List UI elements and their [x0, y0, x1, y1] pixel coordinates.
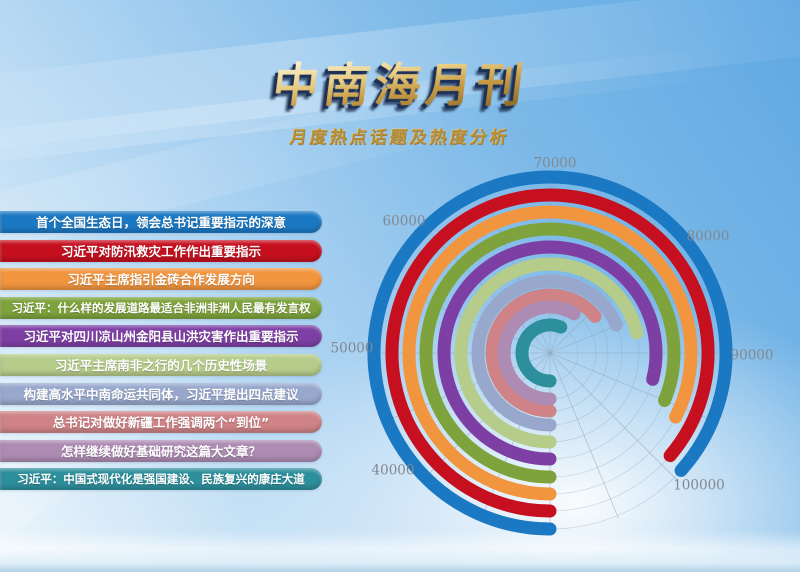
- topic-label: 总书记对做好新疆工作强调两个“到位”: [52, 415, 270, 431]
- topic-label: 怎样继续做好基础研究这篇大文章？: [60, 443, 261, 459]
- page-title: 中南海月刊: [269, 58, 531, 112]
- topic-label: 构建高水平中南命运共同体，习近平提出四点建议: [23, 386, 299, 402]
- topic-label: 习近平：中国式现代化是强国建设、民族复兴的康庄大道: [17, 472, 305, 487]
- topic-bar: 首个全国生态日，领会总书记重要指示的深意: [0, 211, 322, 233]
- topic-bar: 总书记对做好新疆工作强调两个“到位”: [0, 411, 322, 434]
- topic-bar: 习近平对四川凉山州金阳县山洪灾害作出重要指示: [0, 325, 322, 348]
- topic-bar: 习近平主席指引金砖合作发展方向: [0, 268, 322, 291]
- topic-label: 习近平对四川凉山州金阳县山洪灾害作出重要指示: [23, 329, 299, 345]
- topic-bar: 习近平：什么样的发展道路最适合非洲非洲人民最有发言权: [0, 296, 322, 319]
- topic-bar: 怎样继续做好基础研究这篇大文章？: [0, 439, 322, 462]
- topic-label: 习近平对防汛救灾工作作出重要指示: [60, 243, 261, 259]
- topic-bar: 习近平：中国式现代化是强国建设、民族复兴的康庄大道: [0, 468, 322, 491]
- topic-bar: 习近平主席南非之行的几个历史性场景: [0, 353, 322, 376]
- topic-bar: 习近平对防汛救灾工作作出重要指示: [0, 239, 322, 262]
- topic-list: 首个全国生态日，领会总书记重要指示的深意 习近平对防汛救灾工作作出重要指示 习近…: [0, 211, 330, 497]
- topic-bar: 构建高水平中南命运共同体，习近平提出四点建议: [0, 382, 322, 405]
- topic-label: 习近平：什么样的发展道路最适合非洲非洲人民最有发言权: [11, 300, 311, 315]
- topic-label: 习近平主席指引金砖合作发展方向: [67, 272, 255, 288]
- topic-label: 习近平主席南非之行的几个历史性场景: [54, 357, 268, 373]
- header: 中南海月刊 月度热点话题及热度分析: [0, 58, 800, 148]
- page-subtitle: 月度热点话题及热度分析: [288, 127, 511, 148]
- topic-label: 首个全国生态日，领会总书记重要指示的深意: [35, 215, 286, 230]
